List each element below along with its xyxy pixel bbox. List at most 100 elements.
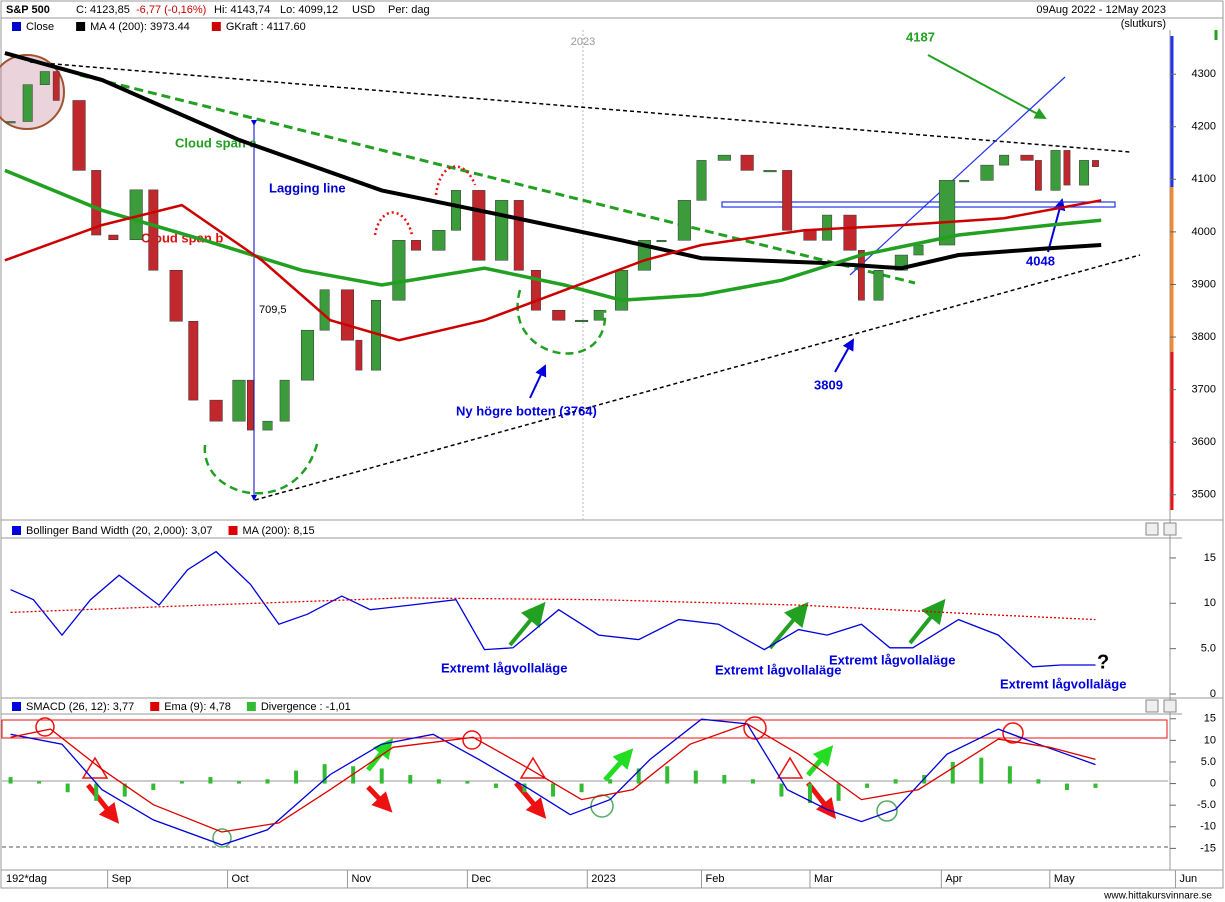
panel: 3500 3600 3700 3800 3900 4000 4100 4200 4300 Clos… <box>4 21 1216 501</box>
y-tick-label: 15 <box>1204 552 1216 564</box>
series-line <box>10 550 1096 668</box>
candle <box>1020 154 1034 161</box>
divergence-bar <box>836 783 841 801</box>
divergence-bar <box>693 770 698 784</box>
y-tick-label: 3800 <box>1192 331 1216 343</box>
divergence-bar <box>1007 766 1012 784</box>
candle <box>495 200 509 261</box>
candle <box>575 319 589 322</box>
divergence-bar <box>636 768 641 784</box>
legend-label: Ema (9): 4,78 <box>164 701 231 713</box>
y-tick-label: 4300 <box>1192 68 1216 80</box>
candle <box>232 379 246 422</box>
annotation: 4187 <box>906 29 935 44</box>
legend-label: MA (200): 8,15 <box>243 525 315 537</box>
footer: www.hittakursvinnare.se <box>1103 891 1212 902</box>
panel: 0 5.0 10 15 Bollinger Band Width (20, 2,000)… <box>10 525 1216 700</box>
candle <box>740 154 754 171</box>
candle <box>530 270 541 311</box>
candle <box>873 270 884 301</box>
y-tick-label: 4100 <box>1192 173 1216 185</box>
candle <box>22 84 33 122</box>
candle <box>300 329 315 381</box>
y-tick-label: -10 <box>1200 821 1216 833</box>
legend-label: GKraft : 4117.60 <box>226 21 306 33</box>
symbol: S&P 500 <box>6 4 50 16</box>
divergence-bar <box>236 781 241 784</box>
divergence-bar <box>893 779 898 784</box>
candle <box>108 234 119 241</box>
drawings-bbw <box>508 598 946 650</box>
annotation: Ny högre botten (3764) <box>456 403 597 418</box>
annotation: ? <box>1097 651 1109 673</box>
divergence-bar <box>379 768 384 784</box>
axis-color-bar <box>1170 30 1218 510</box>
divergence-bar <box>522 783 527 793</box>
x-tick-label: Dec <box>471 873 491 885</box>
candle <box>782 170 793 231</box>
y-tick-label: -5.0 <box>1197 799 1216 811</box>
legend-swatch <box>246 702 256 711</box>
x-tick-label: Apr <box>945 873 962 885</box>
annotation: Extremt lågvollaläge <box>829 652 955 667</box>
candle <box>803 230 817 241</box>
candle <box>91 170 102 236</box>
candle <box>593 309 604 321</box>
candle <box>5 121 16 124</box>
candle <box>938 180 956 246</box>
candle <box>1035 160 1042 191</box>
annotation: 709,5 <box>259 304 287 316</box>
series-line <box>10 597 1096 621</box>
candle <box>913 244 924 256</box>
price-type: (slutkurs) <box>1121 18 1166 30</box>
legend-label: Bollinger Band Width (20, 2,000): 3,07 <box>26 525 213 537</box>
candle <box>615 270 629 311</box>
header: S&P 500 C: 4123,85 -6,77 (-0,16%) Hi: 41… <box>6 4 1166 30</box>
candle <box>411 240 421 251</box>
divergence-bar <box>208 777 213 784</box>
y-tick-label: 3700 <box>1192 384 1216 396</box>
legend-label: Close <box>26 21 54 33</box>
candle <box>451 190 461 231</box>
x-tick-label: Oct <box>232 873 249 885</box>
candle <box>656 240 667 243</box>
divergence-bar <box>8 777 13 784</box>
divergence-bar <box>294 770 299 784</box>
divergence-bar <box>65 783 70 793</box>
y-tick-label: -15 <box>1200 842 1216 854</box>
divergence-bar <box>950 761 955 784</box>
candle <box>39 71 50 85</box>
series-line <box>4 199 1102 342</box>
candle <box>72 100 86 171</box>
series-line <box>10 718 1096 846</box>
panel-buttons[interactable] <box>1145 522 1177 713</box>
divergence-bar <box>408 774 413 784</box>
y-tick-label: 0 <box>1210 777 1216 789</box>
candle <box>857 250 865 301</box>
y-tick-label: 5.0 <box>1201 643 1216 655</box>
legend-label: Divergence : -1,01 <box>261 701 351 713</box>
candle <box>999 154 1010 166</box>
series-line <box>10 723 1096 833</box>
x-axis-label: 192*dag <box>6 873 47 885</box>
legend-swatch <box>76 22 86 31</box>
candle <box>696 160 707 201</box>
panel: 15 10 5.0 0 -5.0 -10 -15 SMACD (26, 12): 3,77 Em… <box>8 701 1216 888</box>
candle <box>763 170 777 173</box>
y-tick-label: 15 <box>1204 713 1216 725</box>
divergence-bar <box>94 783 99 801</box>
candle <box>472 190 486 261</box>
legend-swatch <box>150 702 160 711</box>
x-tick-label: Jun <box>1179 873 1197 885</box>
annotation: Extremt lågvollaläge <box>715 662 841 677</box>
divergence-bar <box>750 779 755 784</box>
candle <box>262 420 273 431</box>
x-tick-label: Mar <box>814 873 833 885</box>
y-tick-label: 3600 <box>1192 436 1216 448</box>
divergence-bar <box>122 783 127 797</box>
x-tick-label: 2023 <box>591 873 615 885</box>
low: Lo: 4099,12 <box>280 4 338 16</box>
legend-swatch <box>12 702 21 711</box>
period: Per: dag <box>388 4 430 16</box>
